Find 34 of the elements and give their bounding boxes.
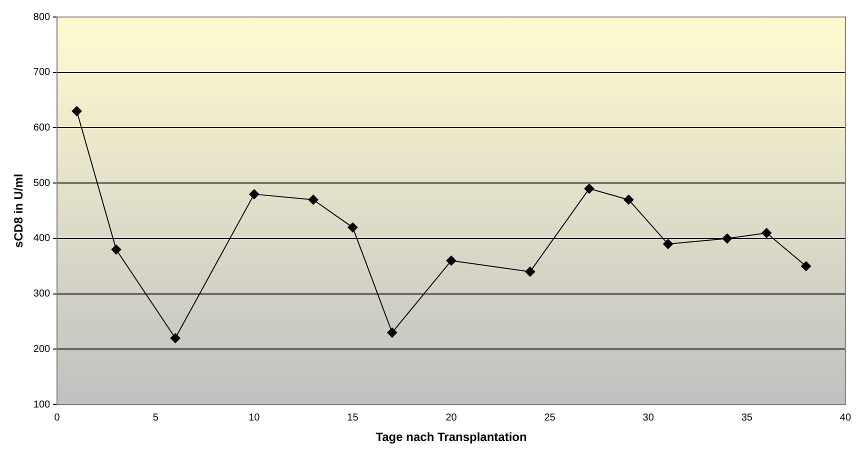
y-tick-label: 300: [33, 288, 51, 300]
point: [762, 228, 772, 238]
point: [111, 244, 122, 255]
x-axis-title: Tage nach Transplantation: [376, 430, 527, 444]
x-tick-label: 0: [54, 412, 60, 424]
x-tick-label: 40: [840, 412, 852, 424]
x-tick-label: 15: [347, 412, 359, 424]
x-tick-label: 30: [642, 412, 654, 424]
point: [170, 333, 180, 344]
point: [722, 233, 732, 244]
y-tick-label: 400: [33, 233, 51, 244]
x-tick-label: 25: [544, 412, 556, 424]
point: [584, 184, 594, 194]
point: [308, 194, 318, 205]
point: [801, 261, 812, 272]
point: [446, 256, 456, 266]
point: [387, 328, 398, 338]
point: [72, 106, 82, 116]
x-tick-label: 10: [248, 412, 260, 424]
y-tick-label: 800: [33, 12, 51, 23]
point: [663, 239, 674, 250]
point: [624, 194, 634, 205]
y-axis-title: sCD8 in U/ml: [12, 174, 26, 248]
y-tick-label: 700: [33, 67, 51, 78]
point: [525, 266, 536, 277]
point: [348, 222, 358, 232]
y-tick-label: 100: [33, 399, 51, 410]
y-tick-label: 600: [33, 122, 51, 134]
point: [249, 189, 260, 200]
x-tick-label: 5: [152, 412, 159, 424]
x-tick-label: 20: [446, 412, 458, 424]
x-tick-label: 35: [741, 412, 753, 424]
y-tick-label: 200: [33, 344, 51, 355]
y-tick-label: 500: [33, 178, 51, 189]
